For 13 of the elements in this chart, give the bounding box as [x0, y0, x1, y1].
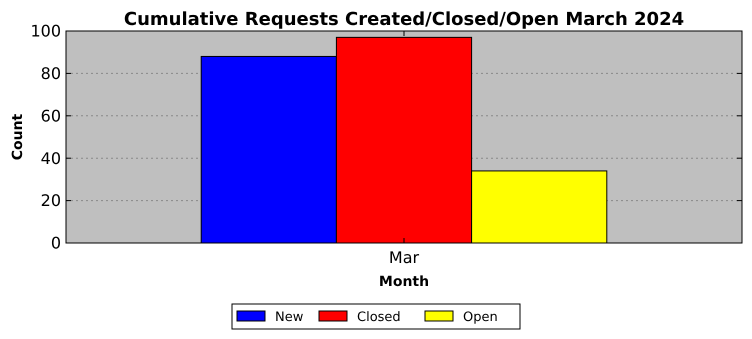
- y-tick-label: 20: [40, 191, 61, 210]
- legend-label: Open: [463, 310, 498, 325]
- y-tick-label: 80: [40, 64, 61, 83]
- chart-title: Cumulative Requests Created/Closed/Open March 2024: [124, 9, 684, 30]
- y-axis-title: Count: [10, 113, 26, 160]
- y-tick-label: 0: [50, 234, 61, 253]
- y-tick-label: 100: [30, 22, 61, 41]
- x-axis-title: Month: [378, 274, 430, 290]
- x-tick-label: Mar: [388, 248, 420, 267]
- y-tick-label: 40: [40, 148, 61, 168]
- legend-label: New: [275, 310, 304, 325]
- y-tick-label: 60: [40, 106, 61, 126]
- legend-label: Closed: [357, 310, 401, 325]
